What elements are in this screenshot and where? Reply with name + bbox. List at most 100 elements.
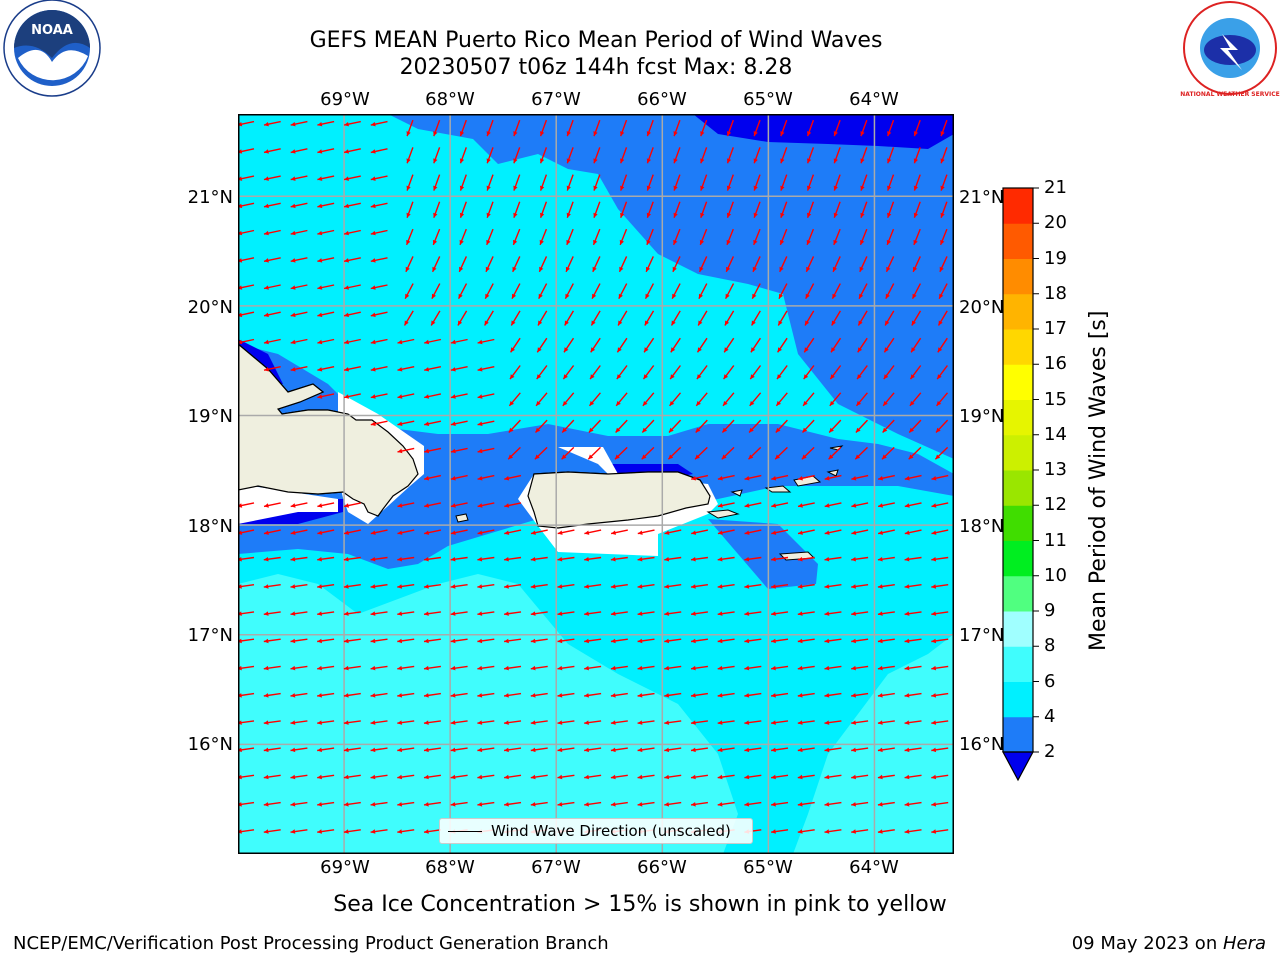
colorbar-segment (1003, 293, 1033, 330)
wave-direction-arrowhead (504, 802, 509, 807)
wave-direction-arrowhead (824, 693, 830, 698)
wave-direction-arrowhead (744, 557, 750, 562)
wave-direction-arrowhead (717, 802, 723, 807)
wave-direction-arrowhead (508, 454, 513, 460)
wave-direction-arrowhead (477, 476, 483, 481)
wave-direction-arrowhead (397, 665, 403, 671)
wave-direction-arrowhead (477, 503, 483, 508)
wave-direction-arrowhead (717, 693, 723, 698)
wave-direction-arrowhead (431, 320, 436, 326)
wave-direction-arrowhead (828, 454, 834, 460)
wave-direction-arrowhead (610, 774, 616, 780)
wave-direction-arrowhead (664, 747, 670, 753)
wave-direction-arrowhead (860, 212, 865, 218)
wave-direction-arrowhead (833, 239, 838, 245)
wave-direction-arrowhead (424, 421, 430, 426)
wave-direction-arrowhead (851, 530, 857, 535)
wave-direction-arrowhead (290, 176, 296, 181)
wave-direction-arrowhead (561, 454, 567, 460)
wave-direction-arrowhead (619, 239, 624, 245)
wave-direction-arrowhead (593, 185, 598, 191)
wave-direction-arrowhead (610, 747, 616, 753)
wave-direction-arrowhead (611, 530, 616, 535)
wave-direction-arrowhead (797, 611, 803, 616)
wave-direction-arrowhead (264, 503, 269, 508)
wave-direction-arrowhead (370, 149, 376, 154)
wave-direction-arrowhead (557, 557, 563, 562)
wave-direction-arrowhead (584, 693, 589, 698)
wave-direction-arrowhead (908, 454, 914, 460)
wave-direction-arrowhead (691, 584, 696, 589)
wave-direction-arrowhead (370, 584, 376, 589)
wave-direction-arrowhead (344, 503, 349, 508)
wave-direction-arrowhead (805, 320, 810, 326)
wave-direction-arrowhead (664, 774, 670, 780)
colorbar-segment (1003, 364, 1033, 400)
wave-direction-arrowhead (290, 230, 296, 236)
wave-direction-arrowhead (344, 176, 349, 181)
wave-direction-arrowhead (264, 339, 269, 345)
wave-direction-arrowhead (397, 367, 403, 372)
wave-direction-arrowhead (397, 421, 403, 426)
wave-direction-arrowhead (557, 774, 563, 780)
wave-direction-arrowhead (537, 347, 542, 353)
wave-direction-arrowhead (777, 347, 782, 353)
wave-direction-arrowhead (566, 212, 571, 218)
wave-direction-arrowhead (672, 266, 677, 272)
wave-direction-arrowhead (807, 158, 812, 164)
wave-direction-arrowhead (343, 802, 349, 807)
wave-direction-arrowhead (344, 149, 349, 154)
wave-direction-arrowhead (343, 584, 349, 589)
wave-direction-arrowhead (856, 401, 862, 406)
wave-direction-arrowhead (588, 454, 594, 460)
wave-direction-arrowhead (646, 131, 651, 137)
wave-direction-arrowhead (405, 266, 410, 272)
wave-direction-arrowhead (424, 611, 429, 616)
wave-direction-arrowhead (565, 266, 570, 272)
footer-date: 09 May 2023 on Hera (1072, 934, 1266, 954)
wave-direction-arrowhead (504, 503, 510, 508)
period-band-2-4 (708, 519, 818, 589)
wave-direction-arrowhead (424, 503, 430, 508)
wave-direction-arrowhead (797, 747, 803, 753)
footer-date-text: 09 May 2023 on (1071, 933, 1223, 954)
wave-direction-arrowhead (771, 584, 776, 589)
wave-direction-arrowhead (771, 638, 776, 644)
wave-direction-arrowhead (588, 427, 594, 433)
wave-direction-arrowhead (771, 476, 777, 481)
wave-direction-arrowhead (486, 131, 491, 137)
wave-direction-arrowhead (536, 374, 542, 380)
wave-direction-arrowhead (317, 339, 323, 345)
wave-direction-arrowhead (530, 584, 536, 589)
wave-direction-arrowhead (937, 347, 943, 353)
left-lat-tick: 21°N (187, 187, 233, 208)
wave-direction-arrowhead (833, 158, 838, 164)
wave-direction-arrowhead (504, 747, 509, 753)
wave-direction-arrowhead (939, 293, 944, 299)
wave-direction-arrowhead (264, 149, 269, 154)
wave-direction-arrowhead (610, 584, 616, 589)
wave-direction-arrowhead (290, 367, 296, 372)
wave-direction-arrowhead (798, 503, 803, 508)
wave-direction-arrowhead (641, 454, 647, 460)
wave-direction-arrowhead (344, 367, 349, 372)
wave-direction-arrowhead (931, 503, 937, 508)
wave-direction-arrowhead (610, 802, 616, 807)
colorbar-tick-label: 14 (1044, 423, 1067, 445)
wave-direction-arrowhead (771, 802, 776, 807)
wave-direction-arrowhead (406, 239, 411, 245)
wave-direction-arrowhead (744, 638, 750, 644)
wave-direction-arrowhead (697, 347, 702, 353)
wave-direction-arrowhead (753, 239, 758, 245)
wave-direction-arrowhead (317, 285, 323, 290)
wave-direction-arrowhead (450, 611, 456, 616)
left-lat-tick: 17°N (187, 625, 233, 646)
wave-direction-arrowhead (477, 774, 483, 780)
right-lat-tick: 20°N (959, 297, 1005, 318)
wave-direction-arrowhead (566, 185, 571, 191)
wave-direction-arrowhead (584, 802, 589, 807)
wave-direction-arrowhead (664, 557, 670, 562)
wave-direction-arrowhead (860, 131, 865, 137)
wave-direction-arrowhead (450, 339, 456, 345)
wave-direction-arrowhead (397, 720, 403, 725)
